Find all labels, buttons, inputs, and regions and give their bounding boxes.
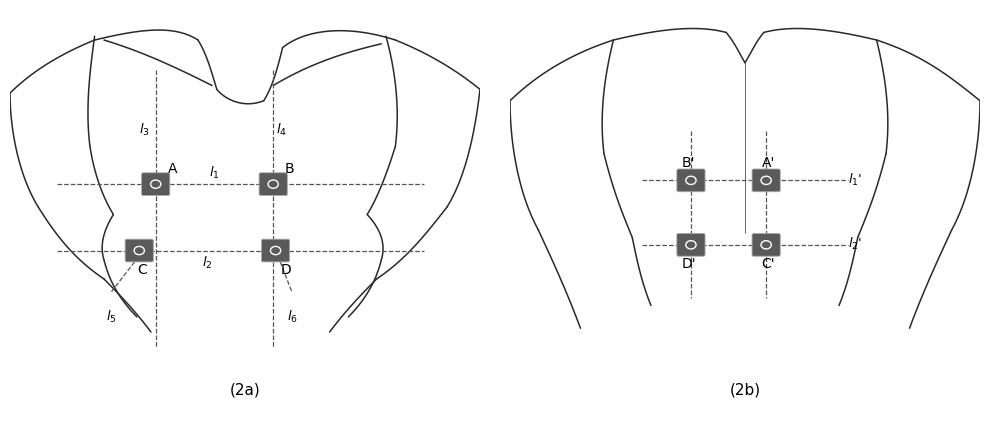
FancyBboxPatch shape — [677, 234, 705, 257]
FancyBboxPatch shape — [259, 173, 287, 196]
Text: (2b): (2b) — [729, 382, 761, 396]
Text: $l_1$: $l_1$ — [209, 164, 220, 180]
Text: $l_2$': $l_2$' — [848, 236, 863, 252]
Text: A: A — [167, 161, 177, 175]
Text: D: D — [280, 262, 291, 276]
Text: $l_6$: $l_6$ — [287, 308, 297, 324]
FancyBboxPatch shape — [677, 169, 705, 192]
FancyBboxPatch shape — [752, 234, 780, 257]
Text: $l_3$: $l_3$ — [139, 121, 150, 138]
Text: $l_5$: $l_5$ — [106, 308, 116, 324]
Text: C': C' — [762, 257, 775, 270]
Text: $l_2$: $l_2$ — [202, 255, 213, 271]
Text: $l_1$': $l_1$' — [848, 172, 863, 187]
FancyBboxPatch shape — [142, 173, 170, 196]
Text: (2a): (2a) — [230, 382, 260, 396]
Text: $l_4$: $l_4$ — [276, 121, 287, 138]
FancyBboxPatch shape — [752, 169, 780, 192]
Text: D': D' — [681, 257, 696, 270]
Text: B: B — [285, 161, 295, 175]
FancyBboxPatch shape — [261, 240, 290, 262]
Text: A': A' — [762, 156, 775, 169]
Text: B': B' — [682, 156, 695, 169]
Text: C: C — [137, 262, 147, 276]
FancyBboxPatch shape — [125, 240, 153, 262]
